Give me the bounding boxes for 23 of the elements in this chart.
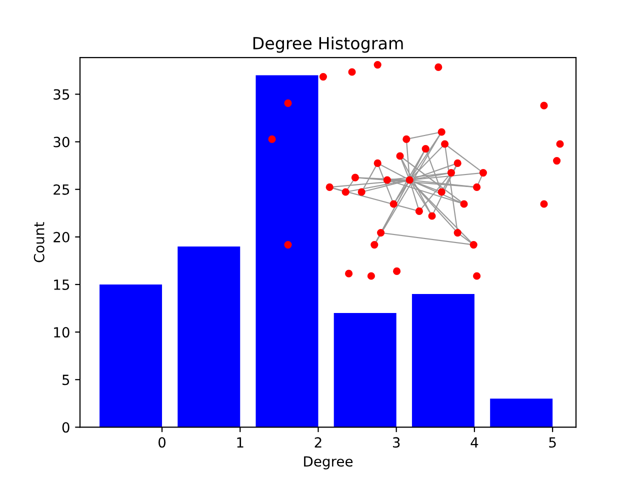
bar: [334, 313, 396, 428]
x-tick-label: 3: [392, 437, 400, 448]
x-tick-label: 4: [470, 437, 478, 448]
y-tick-label: 0: [62, 422, 70, 433]
bar: [178, 246, 240, 428]
y-tick-label: 5: [62, 374, 70, 386]
x-tick-label: 1: [237, 437, 244, 448]
bar: [100, 284, 162, 428]
x-tick-label: 5: [549, 437, 556, 448]
y-tick-label: 30: [54, 136, 70, 148]
y-axis-title: Count: [34, 222, 44, 262]
bar: [256, 75, 318, 428]
chart-title: Degree Histogram: [253, 36, 403, 53]
x-tick-label: 2: [314, 437, 322, 448]
y-tick-label: 20: [54, 232, 70, 242]
x-axis-title: Degree: [304, 456, 353, 470]
bar: [490, 398, 553, 428]
bar: [412, 294, 474, 428]
y-tick-label: 25: [54, 184, 70, 195]
y-tick-label: 15: [54, 280, 70, 290]
y-tick-label: 10: [54, 327, 70, 338]
y-tick-label: 35: [54, 89, 70, 100]
x-tick-label: 0: [158, 437, 166, 448]
